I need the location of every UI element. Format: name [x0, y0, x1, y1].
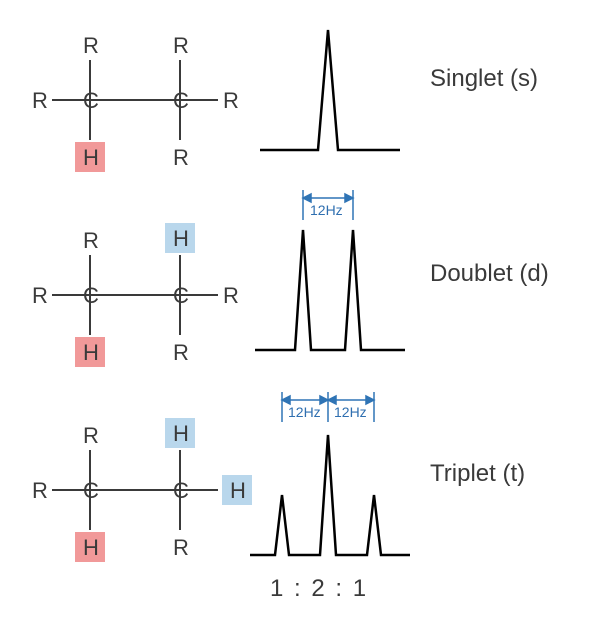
svg-text:12Hz: 12Hz: [334, 404, 367, 420]
svg-text:R: R: [173, 33, 189, 58]
svg-text:C: C: [173, 478, 189, 503]
svg-text:R: R: [173, 145, 189, 170]
svg-text:C: C: [83, 478, 99, 503]
triplet-ratio: 1 : 2 : 1: [270, 575, 368, 603]
svg-text:R: R: [32, 88, 48, 113]
structure-doublet: C C R R H H R R: [20, 210, 250, 380]
svg-text:C: C: [83, 283, 99, 308]
structure-triplet: C C R R H H H R: [20, 405, 270, 575]
label-singlet: Singlet (s): [430, 65, 538, 93]
svg-text:H: H: [83, 340, 99, 365]
svg-text:12Hz: 12Hz: [310, 202, 343, 218]
peak-doublet: 12Hz: [255, 160, 415, 360]
svg-text:H: H: [83, 535, 99, 560]
svg-text:12Hz: 12Hz: [288, 404, 321, 420]
svg-text:H: H: [173, 226, 189, 251]
svg-text:R: R: [223, 283, 239, 308]
svg-text:R: R: [83, 423, 99, 448]
label-doublet: Doublet (d): [430, 260, 549, 288]
svg-text:R: R: [32, 478, 48, 503]
structure-singlet: C C R R H R R R: [20, 15, 250, 185]
peak-triplet: 12Hz 12Hz: [250, 360, 430, 570]
svg-text:C: C: [173, 283, 189, 308]
label-triplet: Triplet (t): [430, 460, 525, 488]
svg-text:R: R: [173, 535, 189, 560]
svg-text:R: R: [173, 340, 189, 365]
svg-text:R: R: [32, 283, 48, 308]
svg-text:H: H: [173, 421, 189, 446]
svg-text:R: R: [83, 228, 99, 253]
svg-text:H: H: [83, 145, 99, 170]
peak-singlet: [260, 0, 410, 160]
svg-text:R: R: [83, 33, 99, 58]
svg-text:C: C: [83, 88, 99, 113]
svg-text:R: R: [223, 88, 239, 113]
svg-text:C: C: [173, 88, 189, 113]
svg-text:H: H: [230, 478, 246, 503]
